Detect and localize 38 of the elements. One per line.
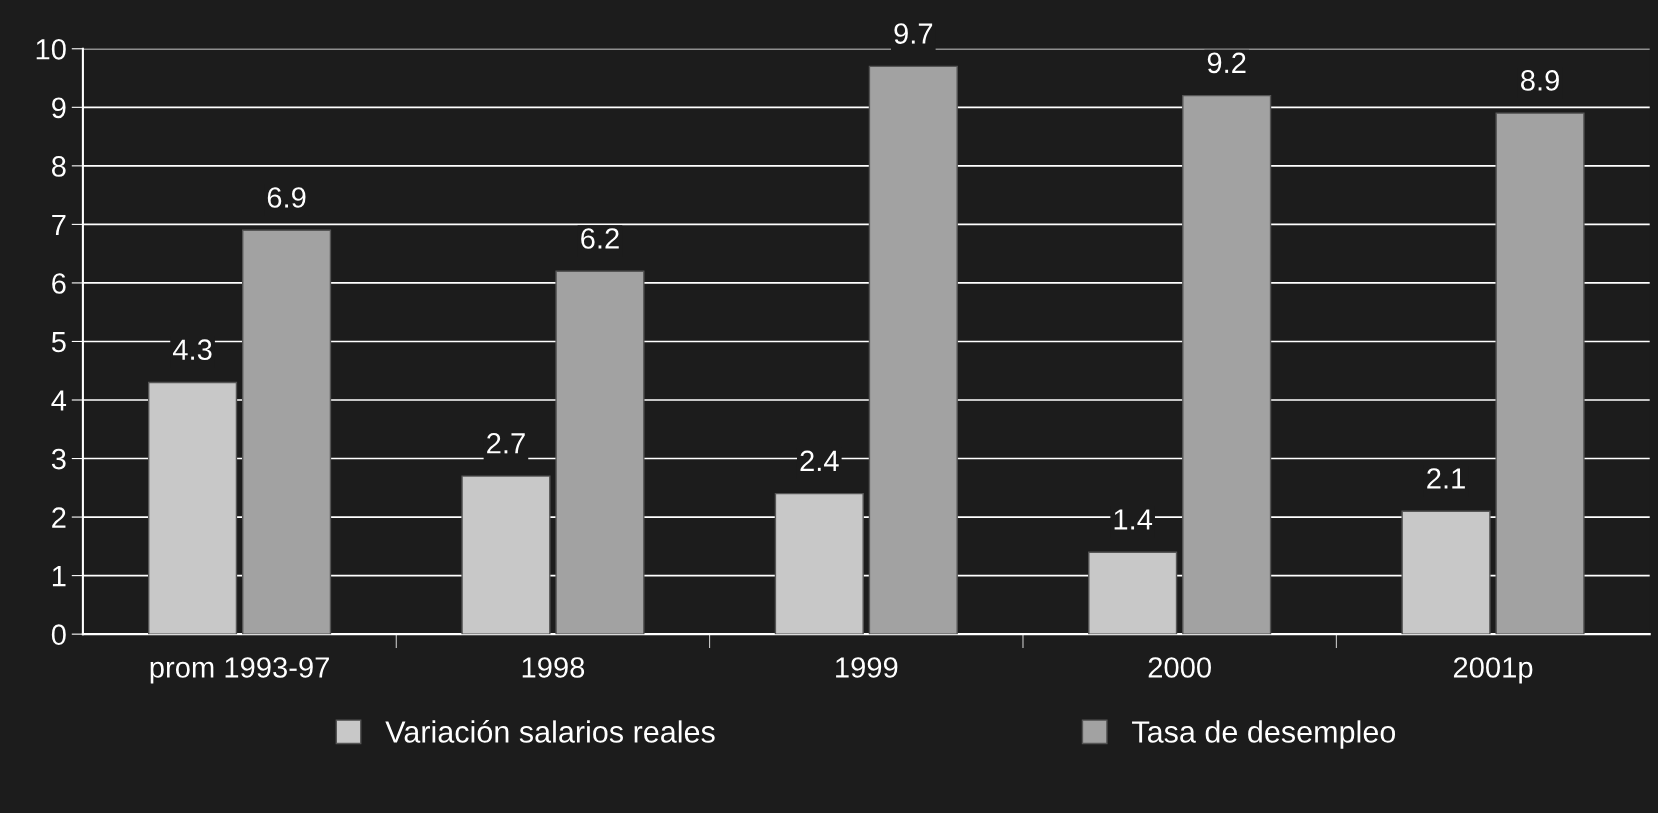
data-label: 9.2: [1207, 52, 1246, 74]
y-tick-label: 1: [52, 566, 66, 587]
data-label: 6.2: [581, 228, 619, 249]
data-label: 8.9: [1521, 70, 1559, 91]
bar: [148, 381, 238, 635]
y-tick-label: 4: [51, 390, 67, 411]
x-tick-label: 2000: [1148, 657, 1211, 678]
x-tick-label: 2001p: [1453, 657, 1533, 684]
x-tick-label: 1999: [836, 657, 898, 678]
y-tick-label: 5: [51, 331, 66, 353]
bar: [242, 229, 332, 635]
x-tick-label: prom 1993-97: [150, 657, 329, 684]
bar: [1182, 94, 1272, 635]
data-label: 9.7: [894, 23, 933, 44]
bar: [1088, 551, 1178, 635]
y-tick-label: 7: [52, 214, 66, 235]
data-label: 2.7: [487, 433, 525, 454]
legend-label: Variación salarios reales: [385, 719, 715, 743]
y-tick-label: 3: [51, 448, 66, 470]
data-label: 1.4: [1114, 509, 1153, 530]
bar: [1401, 510, 1491, 635]
y-tick-label: 2: [52, 507, 66, 528]
y-tick-label: 9: [52, 97, 66, 119]
bar: [555, 270, 645, 635]
y-tick-label: 0: [51, 624, 66, 645]
y-tick-label: 10: [36, 38, 66, 60]
data-label: 2.4: [800, 450, 839, 471]
legend-label: Tasa de desempleo: [1132, 720, 1396, 749]
data-label: 4.3: [172, 339, 212, 360]
x-tick-label: 1998: [522, 657, 585, 678]
data-label: 6.9: [267, 187, 306, 208]
data-label: 2.1: [1427, 468, 1465, 489]
y-tick-label: 6: [52, 273, 66, 294]
y-tick-label: 8: [51, 156, 66, 177]
bar: [1495, 112, 1585, 635]
bar: [774, 492, 864, 635]
bar: [868, 65, 958, 635]
bar: [461, 475, 551, 635]
